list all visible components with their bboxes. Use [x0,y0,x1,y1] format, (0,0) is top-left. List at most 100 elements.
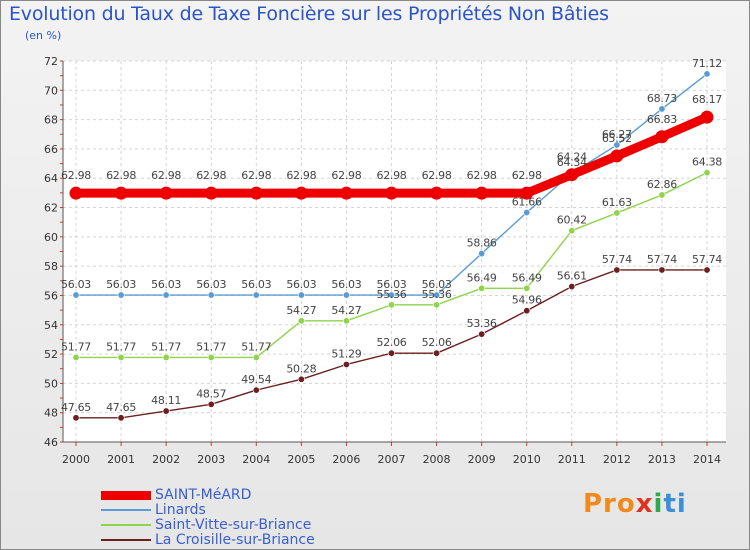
legend-swatch [101,524,151,526]
data-point [658,105,666,113]
x-tick-label: 2001 [107,453,135,466]
data-point [162,353,170,361]
x-tick-label: 2008 [423,453,451,466]
x-tick-label: 2010 [513,453,541,466]
plot-background [63,61,726,442]
x-tick-label: 2002 [152,453,180,466]
data-label: 68.17 [692,93,722,106]
y-tick-label: 56 [44,289,58,302]
data-point [207,291,215,299]
data-point [387,291,395,299]
data-point [249,186,263,200]
chart-title: Evolution du Taux de Taxe Foncière sur l… [9,3,609,25]
data-label: 50.28 [286,362,316,375]
data-label: 47.65 [61,401,91,414]
x-tick-label: 2003 [197,453,225,466]
x-tick-label: 2009 [468,453,496,466]
data-point [342,291,350,299]
x-tick-label: 2000 [62,453,90,466]
data-point [568,227,576,235]
data-label: 56.49 [467,271,497,284]
y-tick-label: 58 [44,260,58,273]
data-label: 56.49 [512,271,542,284]
y-tick-label: 50 [44,377,58,390]
data-label: 58.86 [467,237,497,250]
data-label: 62.98 [512,169,542,182]
legend-item-saint-meard: SAINT-MéARD [101,487,251,503]
data-point [433,291,441,299]
data-label: 55.36 [377,288,407,301]
data-label: 54.96 [512,294,542,307]
data-point [610,149,624,163]
data-label: 51.29 [331,347,361,360]
data-label: 51.77 [196,340,226,353]
legend-item-linards: Linards [101,502,206,518]
data-label: 51.77 [241,340,271,353]
x-tick-label: 2006 [332,453,360,466]
data-label: 51.77 [61,340,91,353]
data-point [703,169,711,177]
data-point [162,291,170,299]
data-point [69,186,83,200]
data-point [613,141,621,149]
y-tick-label: 46 [44,436,58,449]
data-point [703,266,711,274]
data-label: 57.74 [647,253,677,266]
data-label: 49.54 [241,373,271,386]
data-point [297,291,305,299]
data-label: 51.77 [106,340,136,353]
data-point [523,209,531,217]
data-label: 56.03 [241,278,271,291]
data-label: 64.24 [557,151,587,164]
data-label: 64.38 [692,156,722,169]
x-tick-label: 2012 [603,453,631,466]
data-point [342,360,350,368]
data-point [655,130,669,144]
data-label: 52.06 [422,336,452,349]
legend-swatch [101,509,151,511]
data-point [658,266,666,274]
x-tick-label: 2005 [287,453,315,466]
data-point [162,407,170,415]
y-tick-label: 66 [44,143,58,156]
y-axis-unit: (en %) [25,29,62,42]
data-point [339,186,353,200]
data-label: 56.03 [61,278,91,291]
data-label: 62.98 [286,169,316,182]
data-point [475,186,489,200]
data-point [478,250,486,258]
y-tick-label: 52 [44,348,58,361]
data-point [385,186,398,200]
data-point [613,266,621,274]
x-tick-label: 2011 [558,453,586,466]
data-point [207,353,215,361]
data-point [117,353,125,361]
data-point [159,186,173,200]
data-label: 56.61 [557,270,587,283]
y-tick-label: 70 [44,84,58,97]
proxiti-logo: Proxiti [583,489,687,519]
data-point [117,291,125,299]
y-tick-label: 54 [44,319,58,332]
data-point [478,330,486,338]
legend-swatch [101,539,151,541]
data-label: 62.98 [151,169,181,182]
data-point [252,386,260,394]
data-label: 66.27 [602,128,632,141]
data-label: 62.98 [331,169,361,182]
data-label: 61.63 [602,196,632,209]
data-point [703,70,711,78]
data-point [478,284,486,292]
x-tick-label: 2013 [648,453,676,466]
data-point [114,186,128,200]
data-point [294,186,308,200]
data-point [523,307,531,315]
data-label: 52.06 [377,336,407,349]
data-point [297,375,305,383]
y-tick-label: 72 [44,55,58,68]
data-point [297,317,305,325]
data-label: 71.12 [692,57,722,70]
data-label: 62.98 [422,169,452,182]
